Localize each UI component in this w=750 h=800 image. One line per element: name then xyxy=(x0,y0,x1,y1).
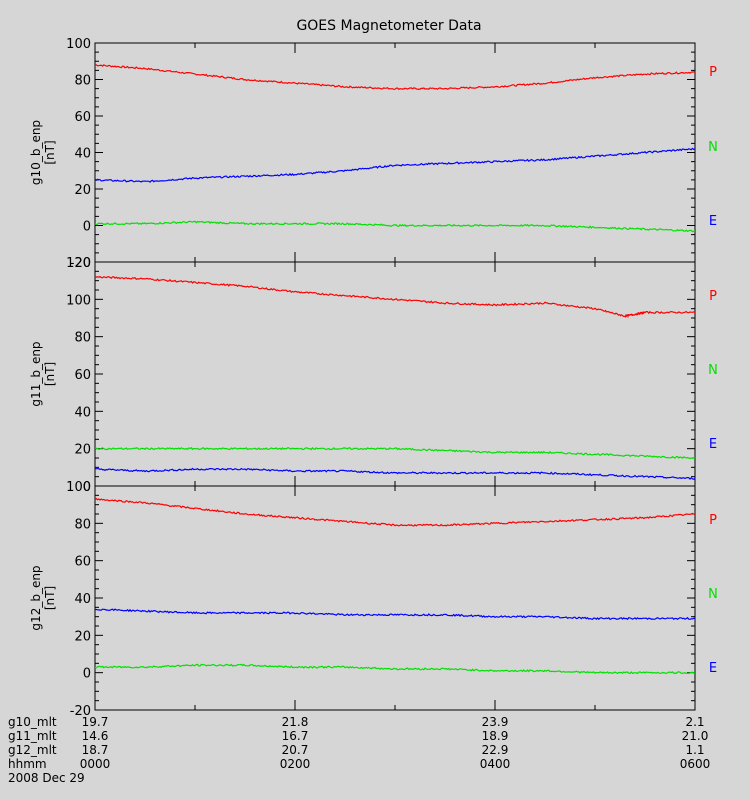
y-tick-label: 120 xyxy=(66,256,91,271)
x-row-value: 0200 xyxy=(280,757,311,771)
x-row-value: 14.6 xyxy=(82,729,109,743)
y-tick-label: 0 xyxy=(83,220,91,235)
y-tick-label: 40 xyxy=(74,147,91,162)
x-row-label: hhmm xyxy=(8,757,47,771)
y-tick-label: 80 xyxy=(74,331,91,346)
y-tick-label: 0 xyxy=(83,480,91,495)
x-row-label: g11_mlt xyxy=(8,729,57,743)
x-row-value: 21.0 xyxy=(682,729,709,743)
x-row-label: g12_mlt xyxy=(8,743,57,757)
y-tick-label: 100 xyxy=(66,480,91,495)
series-line-n xyxy=(95,608,696,621)
legend-label-e: E xyxy=(709,661,717,676)
y-tick-label: 80 xyxy=(74,74,91,89)
series-line-e xyxy=(94,220,696,233)
legend-label-n: N xyxy=(708,363,718,378)
panel-3: -20 0 20 40 60 80 100 g12_b_enp [nT] P N E xyxy=(29,480,718,719)
y-tick-label: 0 xyxy=(83,667,91,682)
y-tick-label: 100 xyxy=(66,293,91,308)
x-row-value: 20.7 xyxy=(282,743,309,757)
x-row-value: 0400 xyxy=(480,757,511,771)
series-line-p xyxy=(95,64,696,91)
y-tick-label: 60 xyxy=(74,110,91,125)
y-axis-label: g10_b_enp xyxy=(29,120,43,185)
y-tick-label: 40 xyxy=(74,405,91,420)
y-tick-label: 60 xyxy=(74,555,91,570)
y-axis-unit: [nT] xyxy=(43,586,57,610)
x-row-value: 0000 xyxy=(80,757,111,771)
y-axis-label: g11_b_enp xyxy=(29,341,43,406)
legend-label-e: E xyxy=(709,214,717,229)
date-label: 2008 Dec 29 xyxy=(8,771,85,785)
x-row-value: 23.9 xyxy=(482,715,509,729)
y-tick-label: -20 xyxy=(70,256,91,271)
y-axis-label: g12_b_enp xyxy=(29,565,43,630)
legend-label-p: P xyxy=(709,513,717,528)
panel-frame xyxy=(94,42,696,263)
panel-frame xyxy=(94,261,696,487)
x-row-value: 1.1 xyxy=(685,743,704,757)
x-row-label: g10_mlt xyxy=(8,715,57,729)
x-row-value: 2.1 xyxy=(685,715,704,729)
series-line-n xyxy=(94,147,696,183)
x-row-value: 18.9 xyxy=(482,729,509,743)
legend-label-p: P xyxy=(709,289,717,304)
legend-label-e: E xyxy=(709,437,717,452)
panel-2: 0 20 40 60 80 100 120 g11_b_enp [nT] P N E xyxy=(29,256,718,495)
y-tick-label: 100 xyxy=(66,37,91,52)
y-tick-label: 40 xyxy=(74,592,91,607)
y-tick-label: 80 xyxy=(74,517,91,532)
y-tick-label: 20 xyxy=(74,629,91,644)
x-row-value: 0600 xyxy=(680,757,711,771)
y-axis-unit: [nT] xyxy=(43,362,57,386)
series-line-e xyxy=(94,467,696,481)
y-axis-unit: [nT] xyxy=(43,140,57,164)
legend-label-n: N xyxy=(708,587,718,602)
y-tick-label: -20 xyxy=(70,704,91,719)
x-row-value: 18.7 xyxy=(82,743,109,757)
x-axis-table: g10_mlt 19.7 21.8 23.9 2.1 g11_mlt 14.6 16.7 18.… xyxy=(8,715,710,785)
series-line-n xyxy=(95,447,696,460)
legend-label-n: N xyxy=(708,140,718,155)
legend-label-p: P xyxy=(709,65,717,80)
series-line-e xyxy=(94,663,696,675)
x-row-value: 16.7 xyxy=(282,729,309,743)
y-tick-label: 20 xyxy=(74,183,91,198)
y-tick-label: 60 xyxy=(74,368,91,383)
series-line-p xyxy=(94,275,696,319)
x-row-value: 19.7 xyxy=(82,715,109,729)
series-line-p xyxy=(94,497,696,527)
panel-1: -20 0 20 40 60 80 100 g10_b_enp [nT] P N E xyxy=(29,37,718,271)
x-row-value: 21.8 xyxy=(282,715,309,729)
chart-title: GOES Magnetometer Data xyxy=(296,18,481,34)
y-tick-label: 20 xyxy=(74,443,91,458)
x-row-value: 22.9 xyxy=(482,743,509,757)
